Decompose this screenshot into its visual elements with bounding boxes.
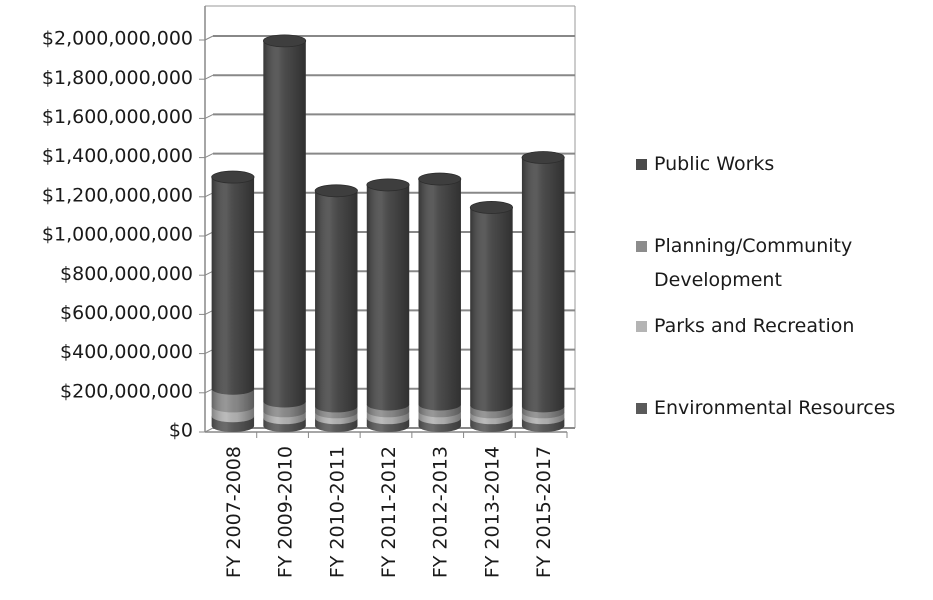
- x-category-label: FY 2013-2014: [481, 446, 503, 578]
- bar-shading: [263, 40, 306, 408]
- y-tick-label: $1,400,000,000: [42, 145, 193, 167]
- x-category-label: FY 2011-2012: [378, 446, 400, 578]
- bar-shading: [211, 177, 255, 395]
- y-tick-label: $0: [169, 420, 193, 442]
- y-axis-tick-labels: $0 $200,000,000 $400,000,000 $600,000,000 $8…: [42, 28, 193, 442]
- bar-cap: [521, 151, 565, 164]
- legend-label-line: Development: [654, 269, 782, 291]
- x-axis-category-labels: FY 2007-2008 FY 2009-2010 FY 2010-2011 FY 2…: [223, 446, 555, 578]
- legend-item: Public Works: [636, 150, 774, 178]
- x-category-label: FY 2015-2017: [533, 446, 555, 578]
- legend-swatch: [636, 241, 647, 252]
- bars: [211, 34, 565, 432]
- gridline-depth: [204, 113, 214, 119]
- y-tick-label: $1,200,000,000: [42, 184, 193, 206]
- x-category-label: FY 2009-2010: [275, 446, 297, 578]
- x-category-label: FY 2010-2011: [326, 446, 348, 578]
- gridline-depth: [204, 153, 214, 159]
- bar-cap: [366, 178, 410, 192]
- bar-segment: [262, 34, 307, 408]
- bar-shading: [211, 388, 255, 413]
- legend-label: Planning/Community Development: [654, 232, 852, 294]
- legend-label-line: Parks and Recreation: [654, 315, 855, 337]
- legend-label-line: Environmental Resources: [654, 397, 896, 419]
- bar-shading: [418, 179, 461, 411]
- legend-label: Parks and Recreation: [654, 312, 854, 340]
- legend-label-line: Public Works: [654, 153, 775, 175]
- bar-shading: [366, 184, 410, 411]
- y-tick-label: $400,000,000: [60, 341, 193, 363]
- legend-swatch: [636, 403, 647, 414]
- legend-label: Public Works: [654, 150, 774, 178]
- legend-item: Planning/Community Development: [636, 232, 852, 294]
- gridline-depth: [204, 35, 214, 41]
- bar-cap: [314, 184, 358, 198]
- bar-shading: [521, 157, 565, 413]
- legend-label-line: Planning/Community: [654, 235, 853, 257]
- x-category-label: FY 2007-2008: [223, 446, 245, 578]
- bar-cap: [262, 34, 307, 48]
- legend-item: Parks and Recreation: [636, 312, 854, 340]
- y-tick-label: $2,000,000,000: [42, 28, 193, 50]
- bar-shading: [470, 207, 513, 412]
- y-tick-label: $1,000,000,000: [42, 224, 193, 246]
- legend-swatch: [636, 321, 647, 332]
- bar-segment: [418, 172, 462, 411]
- bar-cap: [211, 170, 255, 184]
- bar-cap: [469, 201, 514, 214]
- bar-segment: [521, 151, 565, 413]
- y-tick-label: $1,600,000,000: [42, 106, 193, 128]
- bar-shading: [315, 190, 358, 413]
- bar-segment: [211, 170, 255, 395]
- y-tick-label: $1,800,000,000: [42, 67, 193, 89]
- axes: [199, 6, 568, 438]
- y-tick-label: $200,000,000: [60, 380, 193, 402]
- bar-cap: [418, 172, 462, 186]
- legend-label: Environmental Resources: [654, 394, 895, 422]
- bar-segment: [469, 201, 514, 412]
- legend-item: Environmental Resources: [636, 394, 895, 422]
- bar-segment: [366, 178, 410, 411]
- y-tick-label: $600,000,000: [60, 302, 193, 324]
- bar-segment: [314, 184, 358, 413]
- x-category-label: FY 2012-2013: [430, 446, 452, 578]
- y-tick-label: $800,000,000: [60, 263, 193, 285]
- legend-swatch: [636, 159, 647, 170]
- bar-segment: [211, 388, 255, 413]
- gridline-depth: [204, 74, 214, 80]
